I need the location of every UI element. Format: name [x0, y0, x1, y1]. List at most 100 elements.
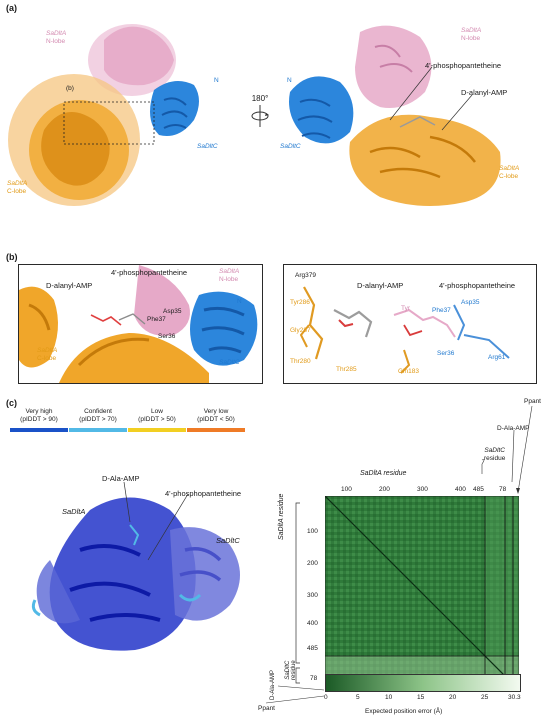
pae-top-dltc-end: 78	[499, 486, 507, 493]
b-right-pant: 4'-phosphopantetheine	[439, 281, 516, 290]
a-left-nterm-label: N	[214, 77, 219, 84]
b-left-nlobe-title: SaDltA	[219, 268, 240, 275]
b-left-nlobe: SaDltA N-lobe	[219, 268, 239, 283]
legend-2-swatch	[128, 428, 186, 432]
panel-a-right-structure	[289, 25, 501, 206]
pae-top-dltc-sub: residue	[484, 454, 506, 462]
a-right-amp-label: D-alanyl-AMP	[461, 88, 508, 97]
cb-tick-25: 25	[481, 694, 489, 701]
pae-top-tick-100: 100	[341, 486, 352, 493]
c-struct-amp: D-Ala-AMP	[102, 474, 140, 483]
legend-3-text: Very low (pIDDT < 50)	[187, 408, 245, 424]
a-right-pant-label: 4'-phosphopantetheine	[425, 61, 502, 70]
b-right-res-asp35: Asp35	[461, 299, 480, 306]
pae-colorbar-title: Expected position error (Å)	[365, 708, 443, 715]
b-left-clobe-sub: C-lobe	[37, 354, 57, 362]
pae-left-tick-200: 200	[307, 560, 318, 567]
pae-left-tick-100: 100	[307, 528, 318, 535]
b-left-res-ser36: Ser36	[158, 333, 176, 340]
pae-top-tick-485: 485	[473, 486, 484, 493]
legend-0-text: Very high (pIDDT > 90)	[10, 408, 68, 424]
pae-top-dltc-title: SaDltC	[484, 447, 505, 454]
legend-3-sub: (pIDDT < 50)	[197, 416, 235, 423]
legend-2-title: Low	[151, 408, 163, 415]
panel-b-right-box: Arg379 D-alanyl-AMP 4'-phosphopantethein…	[283, 264, 537, 384]
b-left-res-phe37: Phe37	[147, 316, 166, 323]
a-left-clobe-label: SaDltA C-lobe	[7, 180, 27, 195]
b-right-res-gln183: Gln183	[398, 368, 419, 375]
b-right-res-arg61: Arg61	[488, 354, 506, 361]
a-right-nlobe-sub: N-lobe	[461, 34, 481, 42]
b-left-pant: 4'-phosphopantetheine	[111, 268, 188, 277]
panel-b-left-box: D-alanyl-AMP 4'-phosphopantetheine SaDlt…	[18, 264, 263, 384]
b-right-res-thr280: Thr280	[290, 358, 311, 365]
pae-top-amp: D-Ala-AMP	[497, 425, 530, 432]
alphafold-structure	[31, 497, 240, 651]
b-left-res-asp35: Asp35	[163, 308, 182, 315]
a-inset-label: (b)	[66, 85, 74, 92]
b-right-res-thr285: Thr285	[336, 366, 357, 373]
legend-0-swatch	[10, 428, 68, 432]
a-right-clobe-title: SaDltA	[499, 165, 520, 172]
b-left-dltc: SaDltC	[219, 359, 240, 366]
a-left-nlobe-title: SaDltA	[46, 30, 67, 37]
legend-2-sub: (pIDDT > 50)	[138, 416, 176, 423]
legend-1-title: Confident	[84, 408, 112, 415]
c-struct-dlta: SaDltA	[62, 507, 86, 516]
b-right-res-tyr286: Tyr286	[290, 299, 310, 306]
pae-left-brackets	[265, 502, 325, 704]
b-left-structure	[19, 265, 258, 383]
legend-3-swatch	[187, 428, 245, 432]
legend-1-swatch	[69, 428, 127, 432]
b-right-res-arg379: Arg379	[295, 272, 316, 279]
c-struct-leaders	[123, 482, 189, 561]
pae-top-arrows	[481, 405, 533, 494]
b-left-nlobe-sub: N-lobe	[219, 275, 239, 283]
b-left-clobe: SaDltA C-lobe	[37, 347, 57, 362]
a-right-clobe-label: SaDltA C-lobe	[499, 165, 519, 180]
panel-a-left-structure	[8, 24, 199, 206]
b-right-res-tyr: Tyr	[401, 305, 411, 312]
b-right-sticks	[299, 286, 510, 374]
a-right-leader-lines	[389, 66, 473, 131]
pae-left-tick-485: 485	[307, 645, 318, 652]
b-right-res-gly287: Gly287	[290, 327, 311, 334]
panel-a-label: (a)	[6, 3, 17, 13]
cb-tick-10: 10	[385, 694, 393, 701]
pae-left-tick-400: 400	[307, 620, 318, 627]
a-left-nlobe-sub: N-lobe	[46, 37, 66, 45]
b-right-res-phe37: Phe37	[432, 307, 451, 314]
a-left-clobe-sub: C-lobe	[7, 187, 27, 195]
b-right-res-ser36: Ser36	[437, 350, 455, 357]
pae-left-tick-300: 300	[307, 592, 318, 599]
rotation-text: 180°	[251, 94, 269, 103]
legend-1-text: Confident (pIDDT > 70)	[69, 408, 127, 424]
legend-2-text: Low (pIDDT > 50)	[128, 408, 186, 424]
c-struct-pant: 4'-phosphopantetheine	[165, 489, 242, 498]
pae-top-tick-400: 400	[455, 486, 466, 493]
pae-top-title: SaDltA residue	[360, 470, 407, 477]
pae-top-tick-300: 300	[417, 486, 428, 493]
pae-left-dltc-end: 78	[310, 675, 318, 682]
b-left-amp: D-alanyl-AMP	[46, 281, 93, 290]
legend-1-sub: (pIDDT > 70)	[79, 416, 117, 423]
a-left-dltc-label: SaDltC	[197, 143, 218, 150]
cb-tick-20: 20	[449, 694, 457, 701]
panel-b-label: (b)	[6, 252, 18, 262]
pae-left-pant: Ppant	[258, 705, 275, 712]
a-left-clobe-title: SaDltA	[7, 180, 28, 187]
cb-tick-5: 5	[356, 694, 360, 701]
a-right-nterm-label: N	[287, 77, 292, 84]
pae-top-pant: Ppant	[524, 398, 541, 405]
a-right-nlobe-label: SaDltA N-lobe	[461, 27, 481, 42]
a-right-nlobe-title: SaDltA	[461, 27, 482, 34]
legend-3-title: Very low	[203, 408, 229, 415]
a-right-dltc-label: SaDltC	[280, 143, 301, 150]
cb-tick-0: 0	[324, 694, 328, 701]
rotation-marker: 180°	[240, 95, 280, 132]
pae-colorbar	[325, 674, 521, 692]
plddt-legend: Very high (pIDDT > 90) Confident (pIDDT …	[10, 408, 246, 438]
rotation-icon	[251, 104, 269, 127]
cb-tick-30: 30.3	[508, 694, 521, 701]
c-struct-dltc: SaDltC	[216, 536, 240, 545]
